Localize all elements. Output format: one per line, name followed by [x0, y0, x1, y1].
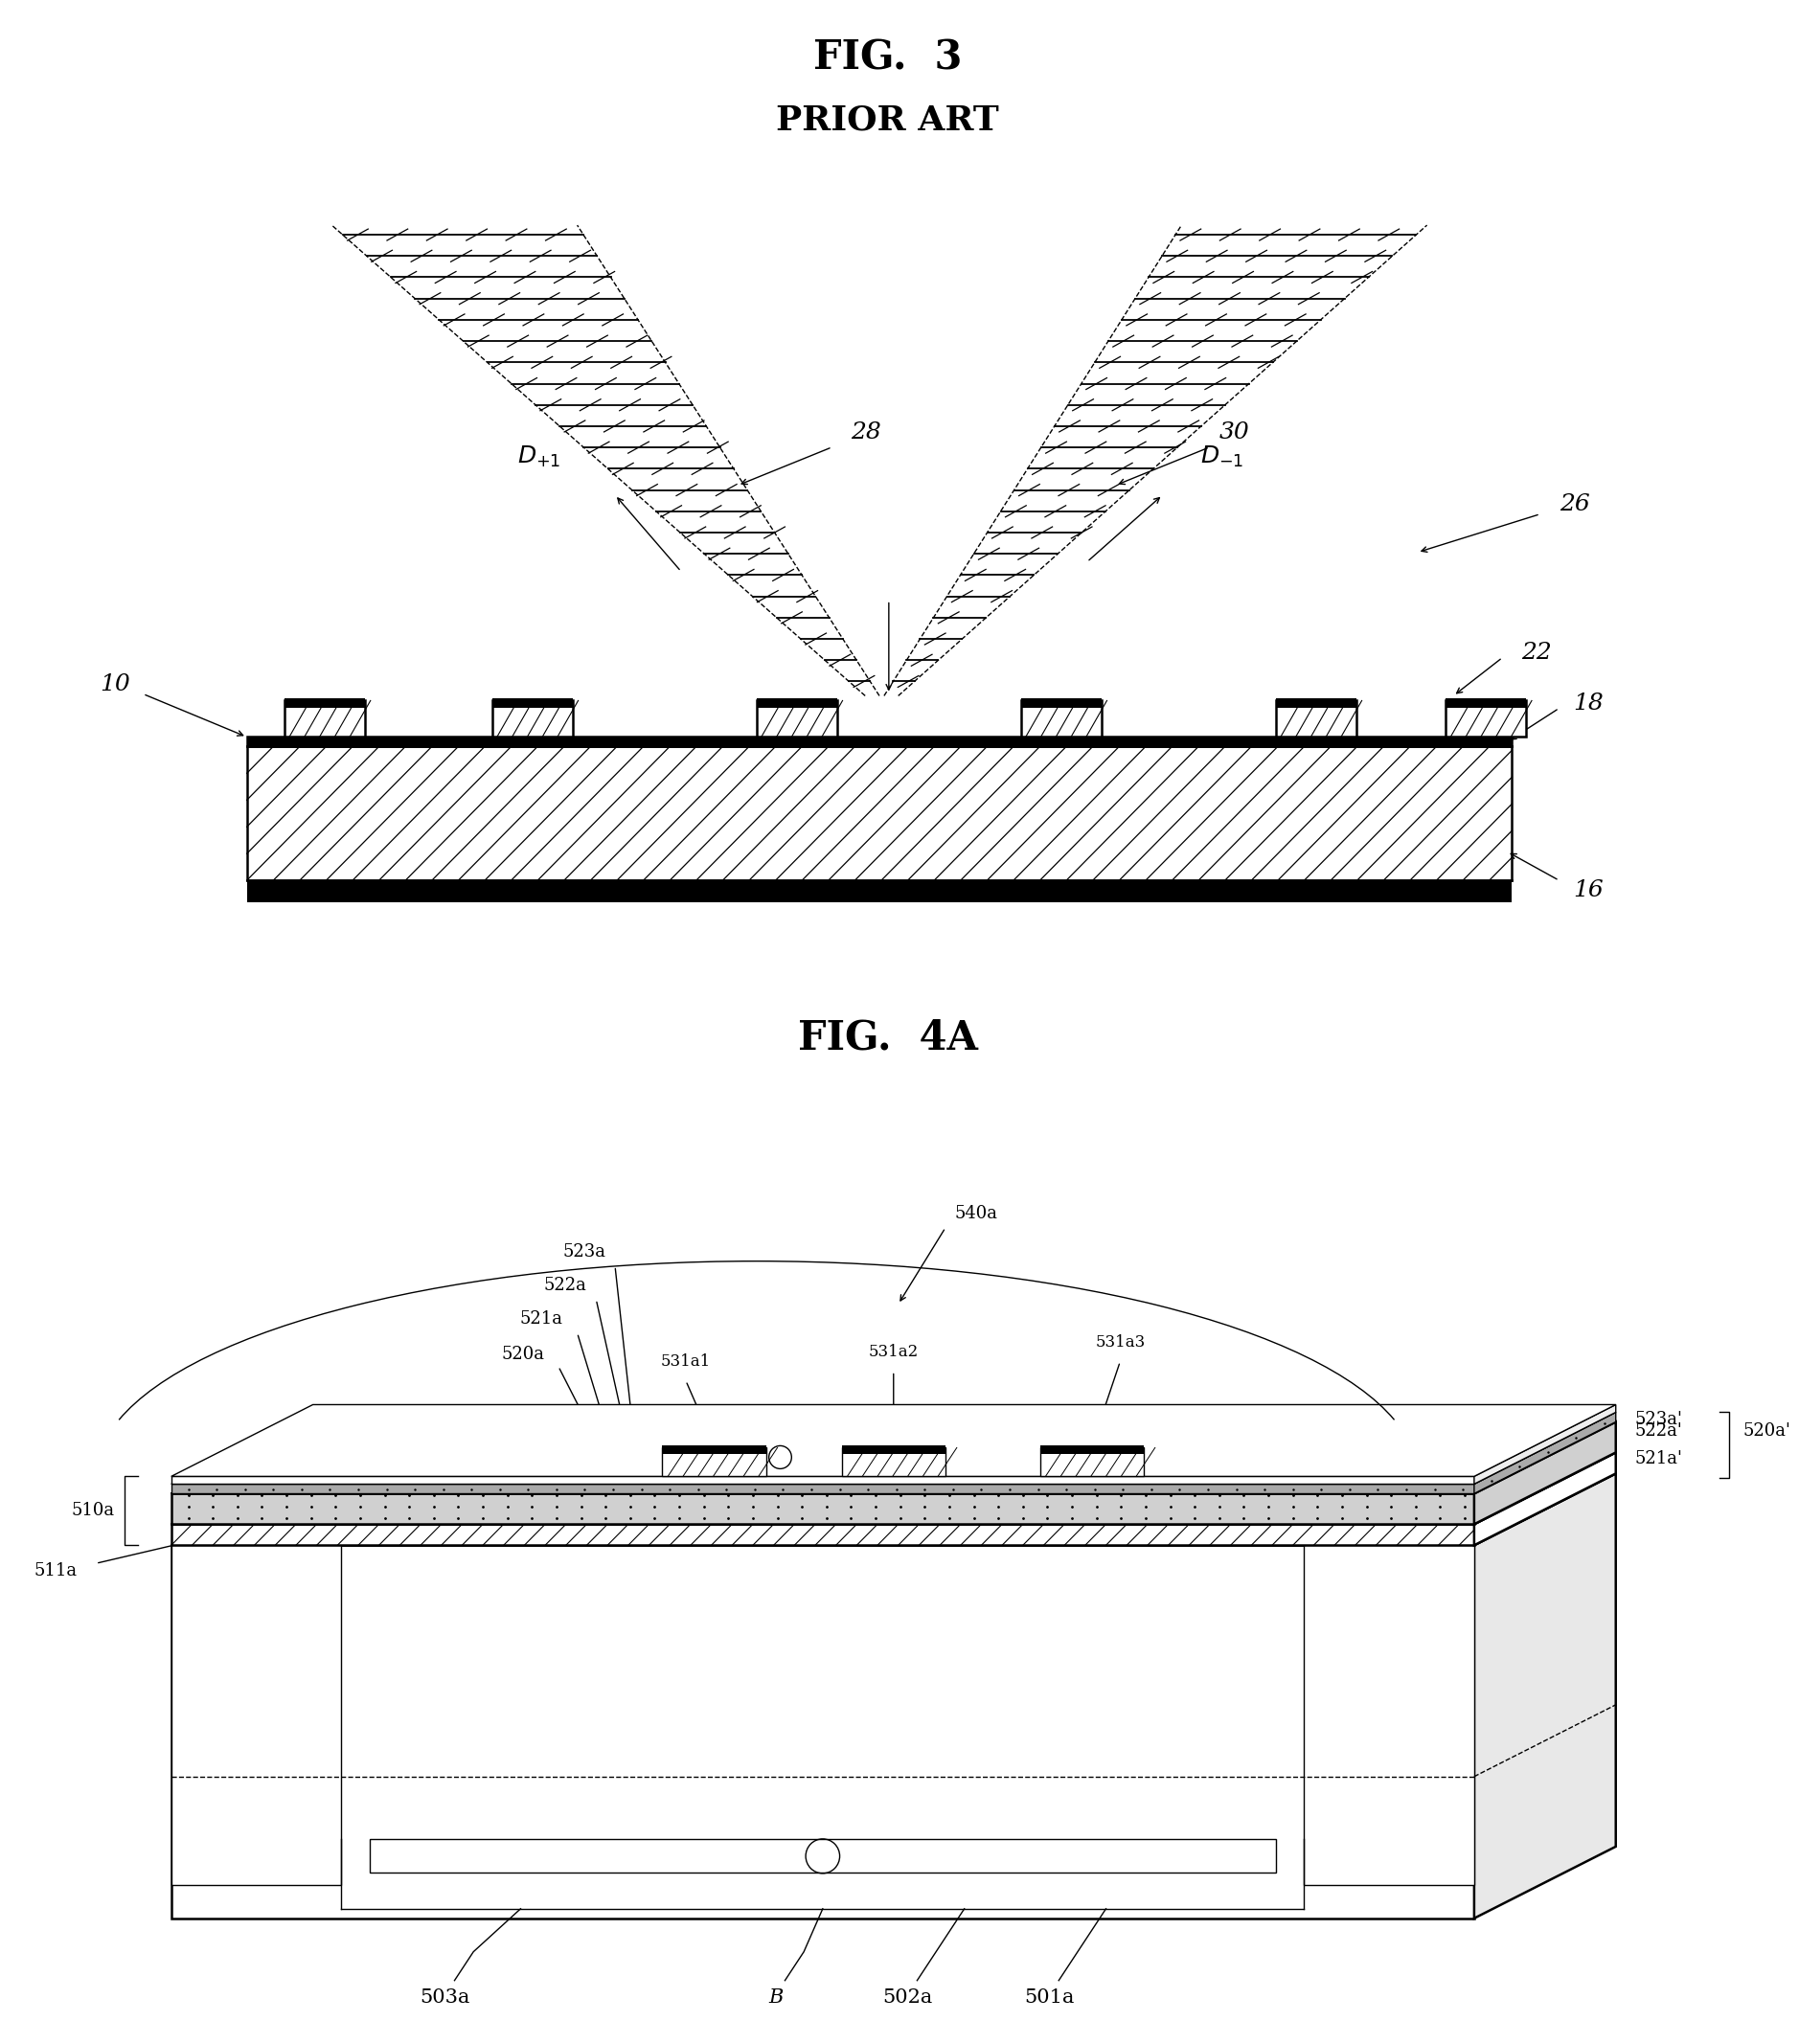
Text: FIG.  4A: FIG. 4A	[799, 1018, 979, 1059]
Bar	[284, 699, 365, 707]
Polygon shape	[171, 1474, 1616, 1545]
Polygon shape	[171, 1404, 1616, 1476]
Text: 520a: 520a	[502, 1345, 545, 1363]
Polygon shape	[1473, 1474, 1616, 1919]
Text: 10: 10	[99, 672, 130, 695]
Text: 530a: 530a	[997, 1402, 1038, 1419]
Polygon shape	[1473, 1404, 1616, 1484]
Bar	[757, 701, 837, 738]
Polygon shape	[1473, 1453, 1616, 1545]
Text: 30: 30	[1220, 421, 1250, 444]
Text: 531a2: 531a2	[869, 1343, 919, 1359]
Bar	[284, 701, 365, 738]
Bar	[662, 1445, 766, 1455]
Bar	[1022, 699, 1101, 707]
Bar	[246, 738, 1511, 746]
Text: PRIOR ART: PRIOR ART	[777, 104, 998, 137]
Text: 520a': 520a'	[1743, 1423, 1792, 1441]
Text: 22: 22	[1522, 642, 1553, 664]
Text: 522a: 522a	[543, 1275, 586, 1294]
Polygon shape	[1473, 1412, 1616, 1494]
Text: B: B	[768, 1989, 783, 2007]
Bar	[246, 881, 1511, 895]
Text: 28: 28	[851, 421, 882, 444]
Text: FIG.  3: FIG. 3	[813, 37, 962, 78]
Bar	[1040, 1445, 1144, 1455]
Polygon shape	[171, 1453, 1616, 1525]
Bar	[171, 1494, 1473, 1525]
Bar	[1040, 1447, 1144, 1476]
Bar	[757, 699, 837, 707]
Text: 531a3: 531a3	[1096, 1335, 1146, 1351]
Text: 502a: 502a	[883, 1989, 932, 2007]
Text: 531a1: 531a1	[660, 1353, 711, 1369]
Bar	[1446, 701, 1526, 738]
Text: 511a: 511a	[34, 1562, 77, 1580]
Bar	[662, 1447, 766, 1476]
Text: 521a: 521a	[520, 1310, 563, 1327]
Bar	[1304, 1545, 1473, 1885]
Bar	[171, 1484, 1473, 1494]
Polygon shape	[171, 1423, 1616, 1494]
Text: 16: 16	[1574, 879, 1603, 901]
Text: 501a: 501a	[1024, 1989, 1074, 2007]
Bar	[842, 1447, 946, 1476]
Text: $D_{+1}$: $D_{+1}$	[518, 444, 561, 470]
Bar	[246, 746, 1511, 881]
Bar	[171, 1476, 1473, 1484]
Text: $D_{-1}$: $D_{-1}$	[1200, 444, 1243, 470]
Text: A: A	[777, 1453, 788, 1466]
Bar	[1446, 699, 1526, 707]
Text: $\lambda$/4: $\lambda$/4	[315, 707, 349, 728]
Bar	[1022, 701, 1101, 738]
Text: 18: 18	[1574, 693, 1603, 715]
Text: 26: 26	[1560, 493, 1590, 515]
Text: 522a': 522a'	[1635, 1423, 1682, 1441]
Bar	[493, 701, 572, 738]
Polygon shape	[171, 1412, 1616, 1484]
Text: 521a': 521a'	[1635, 1449, 1682, 1468]
Bar	[246, 895, 1511, 903]
Bar	[171, 1525, 1473, 1545]
Text: 523a: 523a	[563, 1243, 606, 1261]
Bar	[1275, 699, 1356, 707]
Bar	[171, 1545, 342, 1885]
Text: 510a: 510a	[72, 1502, 115, 1519]
Bar	[493, 699, 572, 707]
Text: 523a': 523a'	[1635, 1410, 1682, 1429]
Text: 540a: 540a	[955, 1204, 998, 1222]
Bar	[369, 1840, 1275, 1872]
Polygon shape	[1473, 1423, 1616, 1525]
Bar	[842, 1445, 946, 1455]
Bar	[171, 1545, 1473, 1919]
Text: 503a: 503a	[419, 1989, 470, 2007]
Bar	[1275, 701, 1356, 738]
